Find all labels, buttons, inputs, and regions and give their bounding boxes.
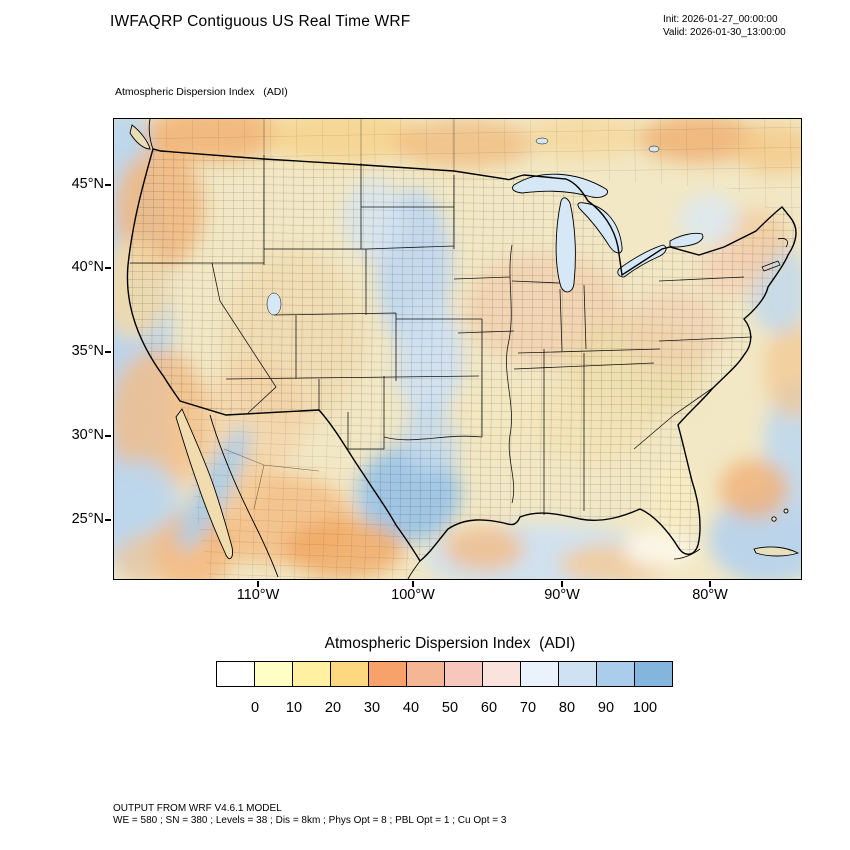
axis-tick	[709, 581, 711, 587]
colorbar-tick-label: 50	[441, 700, 459, 716]
colorbar-tick-label: 90	[597, 700, 615, 716]
axis-tick	[105, 267, 111, 269]
great-lakes	[266, 137, 704, 316]
map-frame	[113, 118, 802, 580]
colorbar-tick-label: 80	[558, 700, 576, 716]
axis-tick	[105, 351, 111, 353]
great-salt-lake	[266, 292, 282, 316]
lon-label-90w: 90°W	[544, 587, 580, 603]
axis-tick	[412, 581, 414, 587]
colorbar-cell	[406, 661, 445, 687]
axis-tick	[105, 184, 111, 186]
map-canvas	[114, 119, 801, 579]
cuba	[753, 546, 800, 557]
colorbar-tick-label: 20	[324, 700, 342, 716]
colorbar-cell	[216, 661, 255, 687]
lat-label-25n: 25°N	[71, 511, 104, 527]
long-island	[761, 260, 781, 272]
colorbar-cell	[292, 661, 331, 687]
colorbar-tick-label: 10	[285, 700, 303, 716]
axis-tick	[257, 581, 259, 587]
colorbar-title: Atmospheric Dispersion Index (ADI)	[324, 635, 576, 652]
lake-ontario	[669, 232, 704, 248]
cape-cod	[777, 238, 788, 248]
lon-label-80w: 80°W	[692, 587, 728, 603]
init-time-label: Init: 2026-01-27_00:00:00	[663, 14, 778, 25]
colorbar-cell	[368, 661, 407, 687]
lake-huron	[577, 202, 623, 254]
axis-tick	[105, 435, 111, 437]
baja-peninsula	[175, 408, 233, 560]
colorbar-tick-label: 40	[402, 700, 420, 716]
bahamas-1	[771, 516, 777, 522]
canada-coast	[148, 119, 154, 150]
florida-keys	[673, 548, 701, 560]
lake-superior	[511, 173, 609, 198]
state-boundaries	[130, 155, 753, 515]
colorbar-tick-label: 30	[363, 700, 381, 716]
colorbar-tick-label: 0	[250, 700, 260, 716]
lon-label-100w: 100°W	[391, 587, 435, 603]
foreign-boundaries	[223, 119, 455, 510]
lake-michigan	[555, 197, 576, 293]
colorbar-tick-label: 100	[632, 700, 658, 716]
lat-label-40n: 40°N	[71, 259, 104, 275]
colorbar-cell	[254, 661, 293, 687]
canada-lake-1	[535, 137, 549, 145]
colorbar-cell	[520, 661, 559, 687]
colorbar-cell	[634, 661, 673, 687]
mexico-west-coast	[209, 414, 279, 578]
footer-config-line: WE = 580 ; SN = 380 ; Levels = 38 ; Dis …	[113, 815, 507, 826]
lon-label-110w: 110°W	[236, 587, 280, 603]
us-border	[126, 148, 797, 563]
colorbar-cell	[482, 661, 521, 687]
bahamas-2	[783, 508, 789, 514]
surrounding-coastlines	[129, 119, 800, 579]
lake-erie	[617, 244, 667, 278]
lat-label-30n: 30°N	[71, 427, 104, 443]
figure-title: IWFAQRP Contiguous US Real Time WRF	[110, 13, 411, 30]
axis-tick	[105, 519, 111, 521]
canada-lake-2	[648, 145, 660, 153]
lat-label-45n: 45°N	[71, 176, 104, 192]
colorbar-cell	[596, 661, 635, 687]
footer-model-line: OUTPUT FROM WRF V4.6.1 MODEL	[113, 803, 282, 814]
axis-tick	[561, 581, 563, 587]
run-info: Init: 2026-01-27_00:00:00 Valid: 2026-01…	[663, 13, 786, 39]
colorbar-cell	[558, 661, 597, 687]
lat-label-35n: 35°N	[71, 343, 104, 359]
vancouver-island	[129, 124, 151, 150]
colorbar	[216, 661, 673, 687]
colorbar-tick-label: 60	[480, 700, 498, 716]
colorbar-cell	[444, 661, 483, 687]
colorbar-cell	[330, 661, 369, 687]
valid-time-label: Valid: 2026-01-30_13:00:00	[663, 27, 786, 38]
field-subtitle: Atmospheric Dispersion Index (ADI)	[115, 86, 288, 98]
mexico-gulf-coast	[407, 560, 421, 579]
colorbar-tick-label: 70	[519, 700, 537, 716]
